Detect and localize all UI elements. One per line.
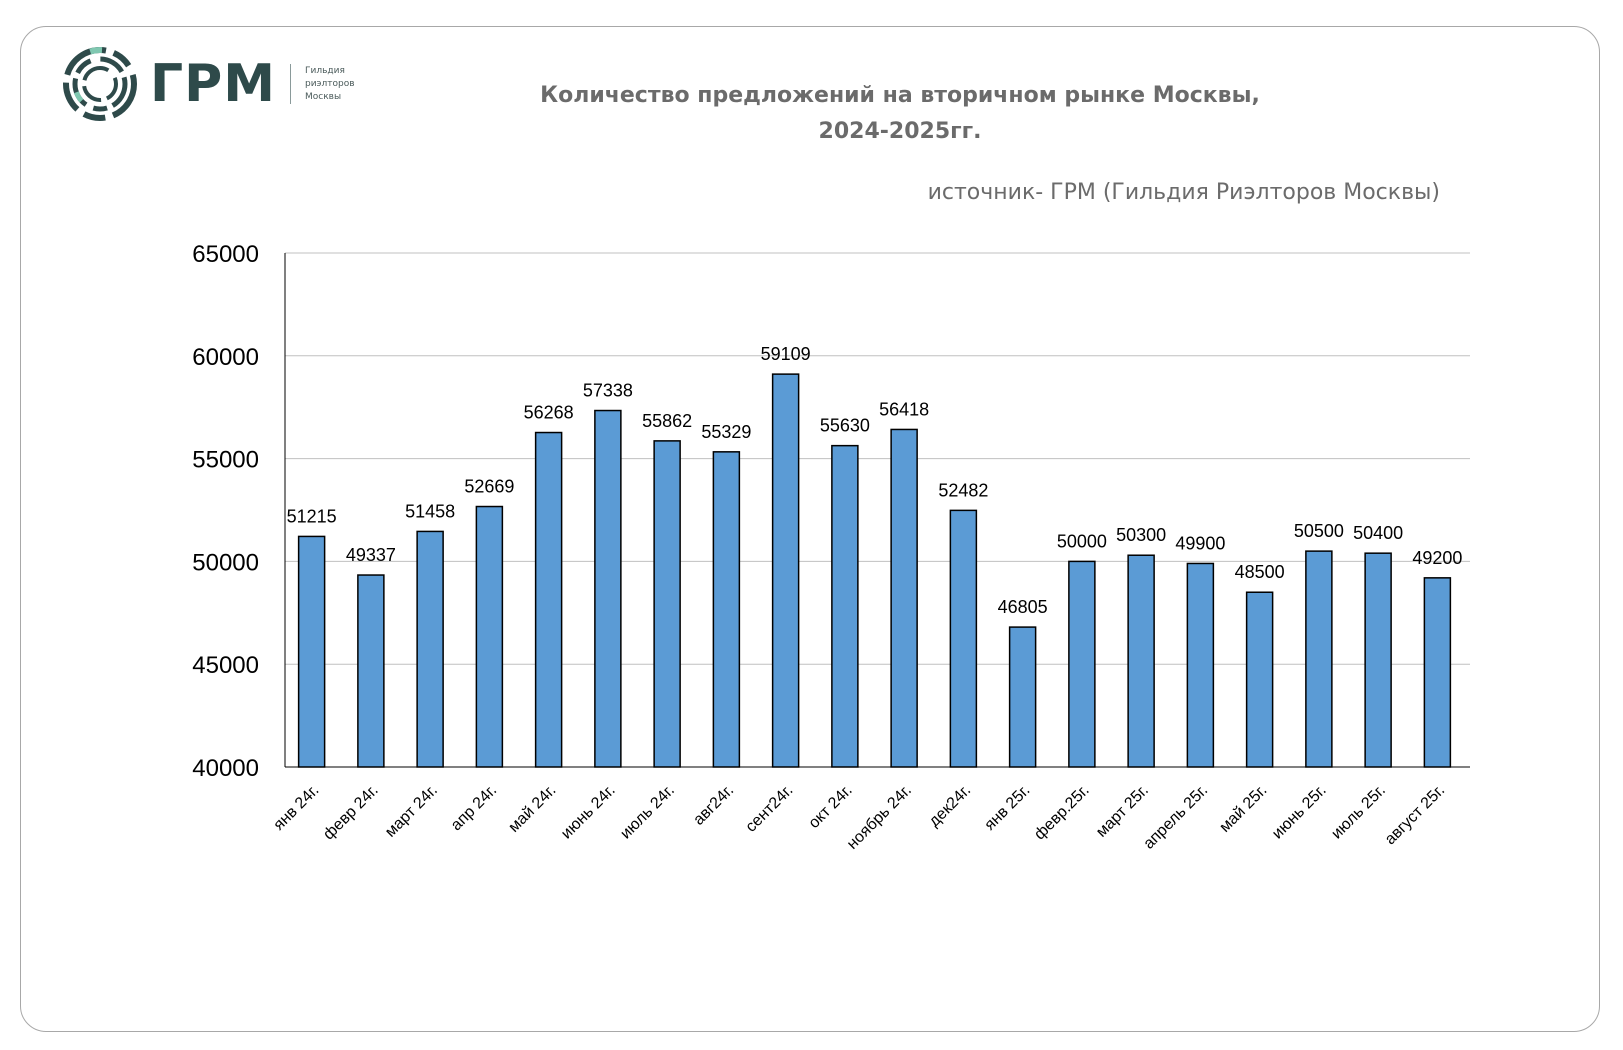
data-label: 55862 — [642, 411, 692, 431]
x-tick-label: май 25г. — [1216, 782, 1270, 836]
x-tick-label: окт 24г. — [806, 782, 856, 832]
data-label: 51215 — [287, 506, 337, 526]
y-tick-label: 55000 — [192, 447, 259, 474]
y-tick-label: 60000 — [192, 344, 259, 371]
data-label: 49337 — [346, 545, 396, 565]
bar — [534, 431, 563, 768]
data-label: 50300 — [1116, 525, 1166, 545]
bar — [1008, 626, 1037, 768]
bar — [1127, 554, 1155, 768]
x-tick-label: февр 24г. — [320, 782, 382, 844]
bar — [771, 373, 800, 768]
x-tick-label: июнь 24г. — [558, 782, 619, 843]
x-tick-label: июнь 25г. — [1269, 782, 1330, 843]
x-tick-label: март 25г. — [1093, 782, 1152, 841]
y-tick-label: 50000 — [192, 549, 259, 576]
x-tick-label: май 24г. — [505, 782, 559, 836]
bar — [594, 409, 622, 768]
bar — [297, 535, 326, 768]
x-tick-label: ноябрь 24г. — [844, 782, 915, 853]
bar — [1423, 577, 1452, 768]
bar — [1068, 560, 1096, 768]
logo-subtitle: Гильдия риэлторов Москвы — [305, 65, 355, 104]
bar — [416, 530, 444, 768]
x-tick-label: авг24г. — [690, 782, 737, 829]
logo-subtitle-line: Москвы — [305, 91, 342, 102]
bar — [1364, 552, 1392, 768]
data-label: 52482 — [938, 480, 988, 500]
data-label: 59109 — [761, 344, 811, 364]
data-label: 49900 — [1175, 533, 1225, 553]
chart-title: Количество предложений на вторичном рынк… — [540, 83, 1260, 144]
data-label: 50400 — [1353, 523, 1403, 543]
bar — [831, 444, 859, 768]
bar — [475, 505, 504, 768]
y-tick-label: 45000 — [192, 652, 259, 679]
data-label: 55630 — [820, 416, 870, 436]
data-label: 57338 — [583, 381, 633, 401]
grm-circle-logo-icon — [63, 47, 137, 121]
x-tick-label: дек24г. — [926, 782, 974, 830]
data-label: 52669 — [464, 477, 514, 497]
x-tick-label: янв 25г. — [981, 782, 1033, 834]
bar — [949, 509, 978, 768]
x-tick-label: янв 24г. — [270, 782, 322, 834]
data-label: 49200 — [1412, 548, 1462, 568]
data-label: 46805 — [998, 597, 1048, 617]
y-tick-label: 40000 — [192, 755, 259, 782]
x-tick-label: июль 25г. — [1328, 782, 1389, 843]
logo: ГРМ Гильдия риэлторов Москвы — [60, 44, 355, 124]
data-label: 56418 — [879, 399, 929, 419]
x-tick-label: июль 24г. — [617, 782, 678, 843]
chart-source: источник- ГРМ (Гильдия Риэлторов Москвы) — [927, 180, 1440, 205]
x-tick-label: апрель 25г. — [1140, 782, 1211, 853]
logo-subtitle-line: риэлторов — [305, 78, 355, 89]
slide-card — [20, 26, 1600, 1032]
bar — [890, 428, 918, 768]
x-tick-label: август 25г. — [1382, 782, 1448, 848]
logo-divider — [290, 64, 291, 104]
bar — [1245, 591, 1274, 768]
bar — [1186, 562, 1215, 768]
y-tick-label: 65000 — [192, 241, 259, 268]
data-label: 55329 — [701, 422, 751, 442]
x-tick-label: март 24г. — [382, 782, 441, 841]
bar — [1305, 550, 1333, 768]
x-tick-label: сент24г. — [743, 782, 797, 836]
data-label: 56268 — [524, 403, 574, 423]
x-tick-label: апр 24г. — [448, 782, 500, 834]
bar — [357, 574, 385, 768]
bar — [653, 440, 681, 768]
bar — [712, 451, 741, 768]
data-label: 48500 — [1235, 562, 1285, 582]
data-label: 50000 — [1057, 531, 1107, 551]
logo-name: ГРМ — [150, 54, 276, 114]
data-label: 50500 — [1294, 521, 1344, 541]
data-label: 51458 — [405, 501, 455, 521]
x-tick-label: февр.25г. — [1031, 782, 1093, 844]
logo-subtitle-line: Гильдия — [305, 65, 345, 76]
